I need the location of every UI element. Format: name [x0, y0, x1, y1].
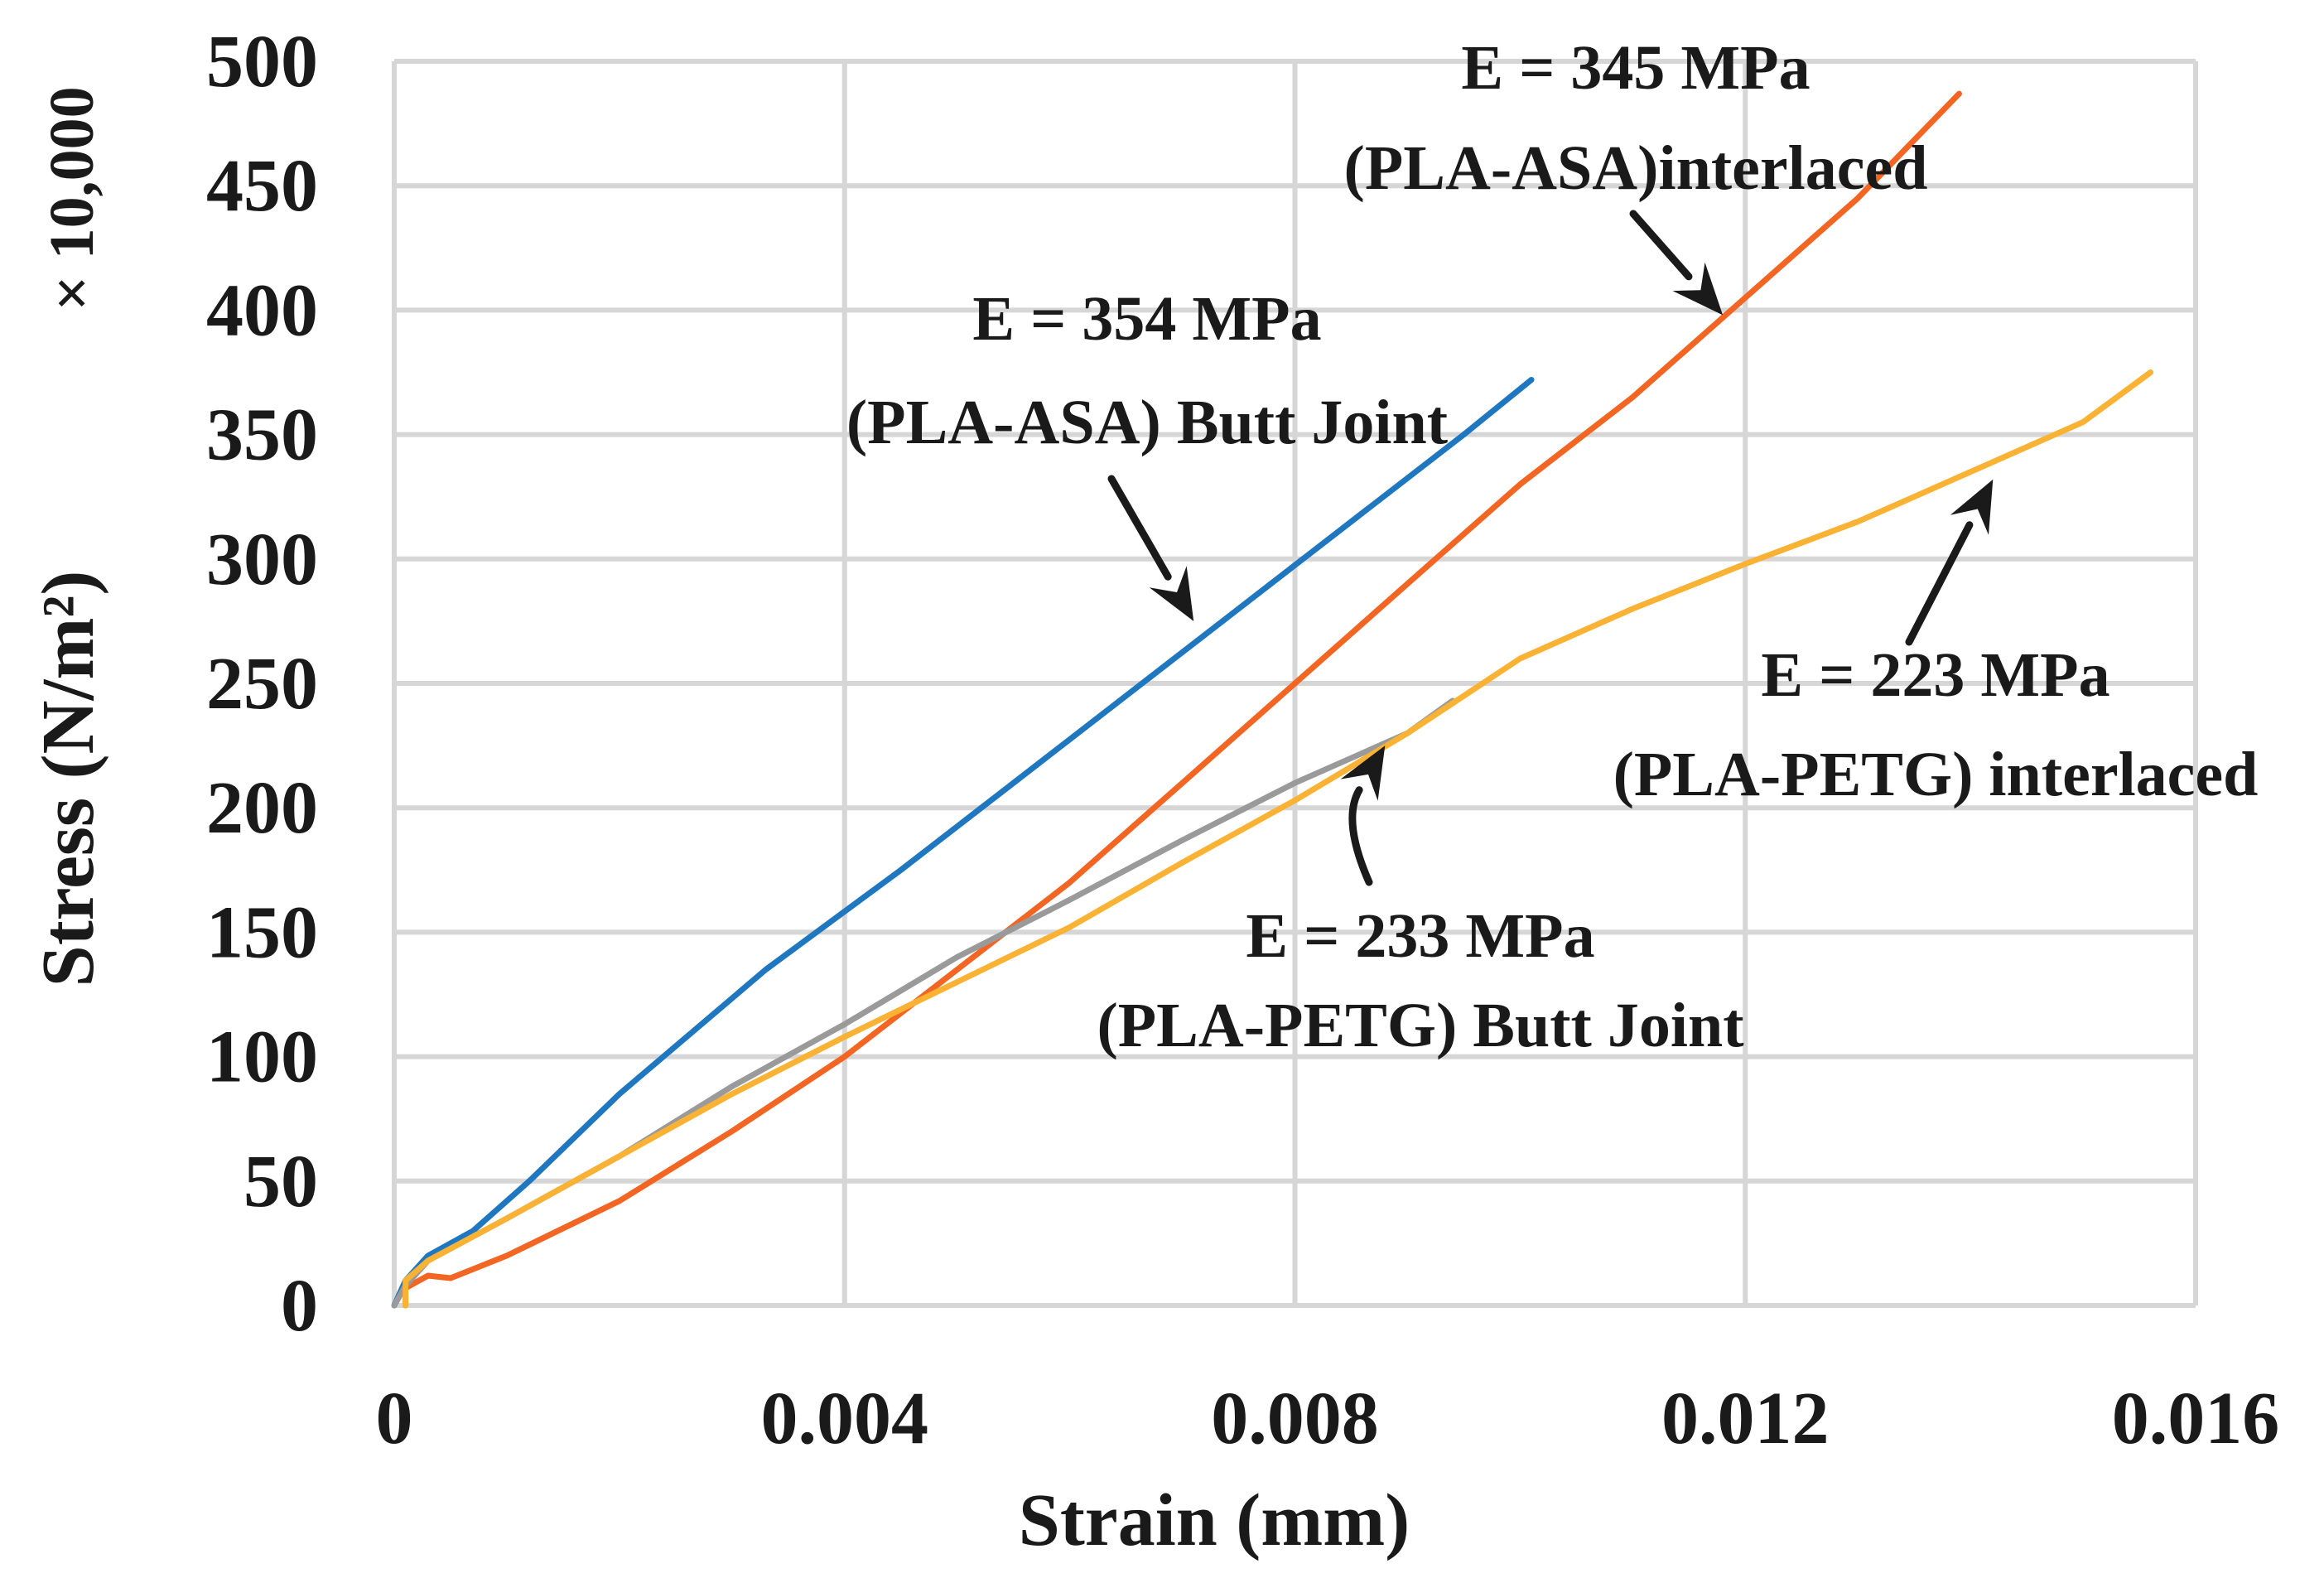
- series-lines: [391, 90, 2154, 1309]
- y-tick-label: 200: [206, 767, 318, 849]
- y-axis-multiplier: × 10,000: [37, 86, 107, 311]
- x-tick-label: 0.008: [1211, 1378, 1379, 1460]
- y-tick-label: 450: [206, 145, 318, 227]
- y-tick-label: 500: [206, 21, 318, 103]
- annotation-label: E = 223 MPa: [1761, 640, 2109, 710]
- annotation-label: E = 354 MPa: [972, 284, 1321, 354]
- annotation-label: (PLA-PETG) interlaced: [1613, 740, 2259, 809]
- annotation-label: E = 345 MPa: [1461, 33, 1810, 103]
- series-line-pla-asa-interlaced: [403, 90, 1962, 1309]
- y-tick-label: 0: [281, 1265, 318, 1347]
- annotation-arrowhead: [1149, 566, 1194, 621]
- y-axis-ticks: 0 50 100 150 200 250 300 350 400 450 500: [206, 21, 318, 1347]
- y-tick-label: 350: [206, 394, 318, 476]
- annotation-arrow-shaft: [1107, 475, 1172, 581]
- y-tick-label: 300: [206, 519, 318, 601]
- annotation-arrowhead: [1340, 746, 1386, 801]
- x-tick-label: 0.004: [761, 1378, 929, 1460]
- annotation-label: (PLA-ASA)interlaced: [1344, 133, 1928, 203]
- y-axis-title: Stress (N/m²): [27, 571, 109, 987]
- series-line-pla-asa-butt-joint: [391, 377, 1535, 1309]
- annotation-arrow-shaft: [1629, 210, 1693, 281]
- y-tick-label: 50: [243, 1141, 318, 1223]
- annotation-label: (PLA-ASA) Butt Joint: [846, 388, 1448, 457]
- x-tick-label: 0.012: [1661, 1378, 1830, 1460]
- annotation-arrowhead: [1672, 262, 1724, 316]
- annotations: E = 354 MPa (PLA-ASA) Butt Joint E = 345 M…: [846, 33, 2259, 1060]
- annotation-arrow-shaft: [1905, 521, 1974, 646]
- annotation-label: E = 233 MPa: [1246, 901, 1594, 971]
- annotation-arrow-shaft: [1348, 786, 1373, 886]
- annotation-label: (PLA-PETG) Butt Joint: [1097, 991, 1743, 1060]
- x-axis-title: Strain (mm): [1019, 1479, 1410, 1561]
- y-tick-label: 150: [206, 891, 318, 973]
- x-axis-ticks: 0 0.004 0.008 0.012 0.016: [376, 1378, 2280, 1460]
- y-tick-label: 400: [206, 269, 318, 351]
- x-tick-label: 0.016: [2112, 1378, 2280, 1460]
- y-tick-label: 100: [206, 1016, 318, 1098]
- series-line-pla-petg-interlaced: [403, 369, 2154, 1309]
- x-tick-label: 0: [376, 1378, 413, 1460]
- annotation-arrowhead: [1950, 479, 1994, 535]
- y-tick-label: 250: [206, 643, 318, 725]
